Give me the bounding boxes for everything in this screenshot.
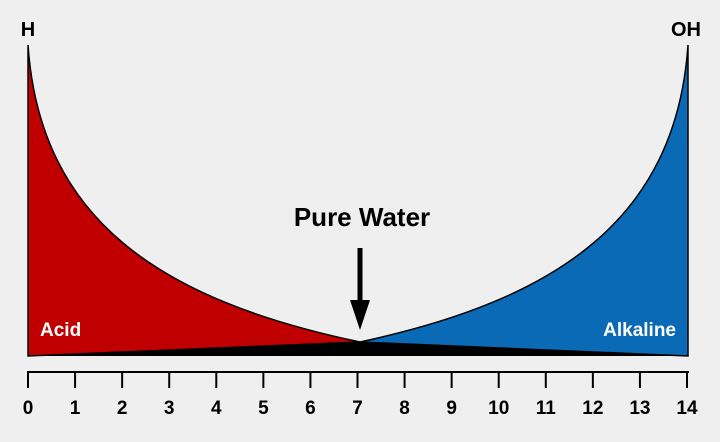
tick-label-14: 14: [676, 398, 698, 419]
acid-label: Acid: [40, 320, 81, 341]
tick-label-1: 1: [70, 398, 81, 419]
ph-axis-ticks: 0 1 2 3 4 5 6 7 8 9 10 11 12 13 14: [23, 372, 698, 419]
tick-label-13: 13: [629, 398, 650, 419]
hydroxide-label: OH: [671, 19, 701, 41]
tick-label-2: 2: [117, 398, 128, 419]
tick-label-6: 6: [305, 398, 316, 419]
pure-water-arrow-head: [350, 300, 370, 330]
tick-label-10: 10: [488, 398, 509, 419]
tick-label-4: 4: [211, 398, 222, 419]
tick-label-9: 9: [446, 398, 457, 419]
neutral-wedge: [28, 342, 688, 356]
tick-label-5: 5: [258, 398, 269, 419]
tick-label-11: 11: [536, 398, 557, 419]
tick-label-8: 8: [399, 398, 410, 419]
acid-region: [27, 44, 361, 357]
pure-water-label: Pure Water: [294, 202, 430, 232]
tick-label-3: 3: [164, 398, 175, 419]
alkaline-label: Alkaline: [603, 320, 676, 341]
tick-label-12: 12: [582, 398, 603, 419]
alkaline-region: [359, 44, 689, 357]
tick-label-0: 0: [23, 398, 34, 419]
tick-label-7: 7: [352, 398, 363, 419]
hydrogen-label: H: [21, 19, 35, 41]
